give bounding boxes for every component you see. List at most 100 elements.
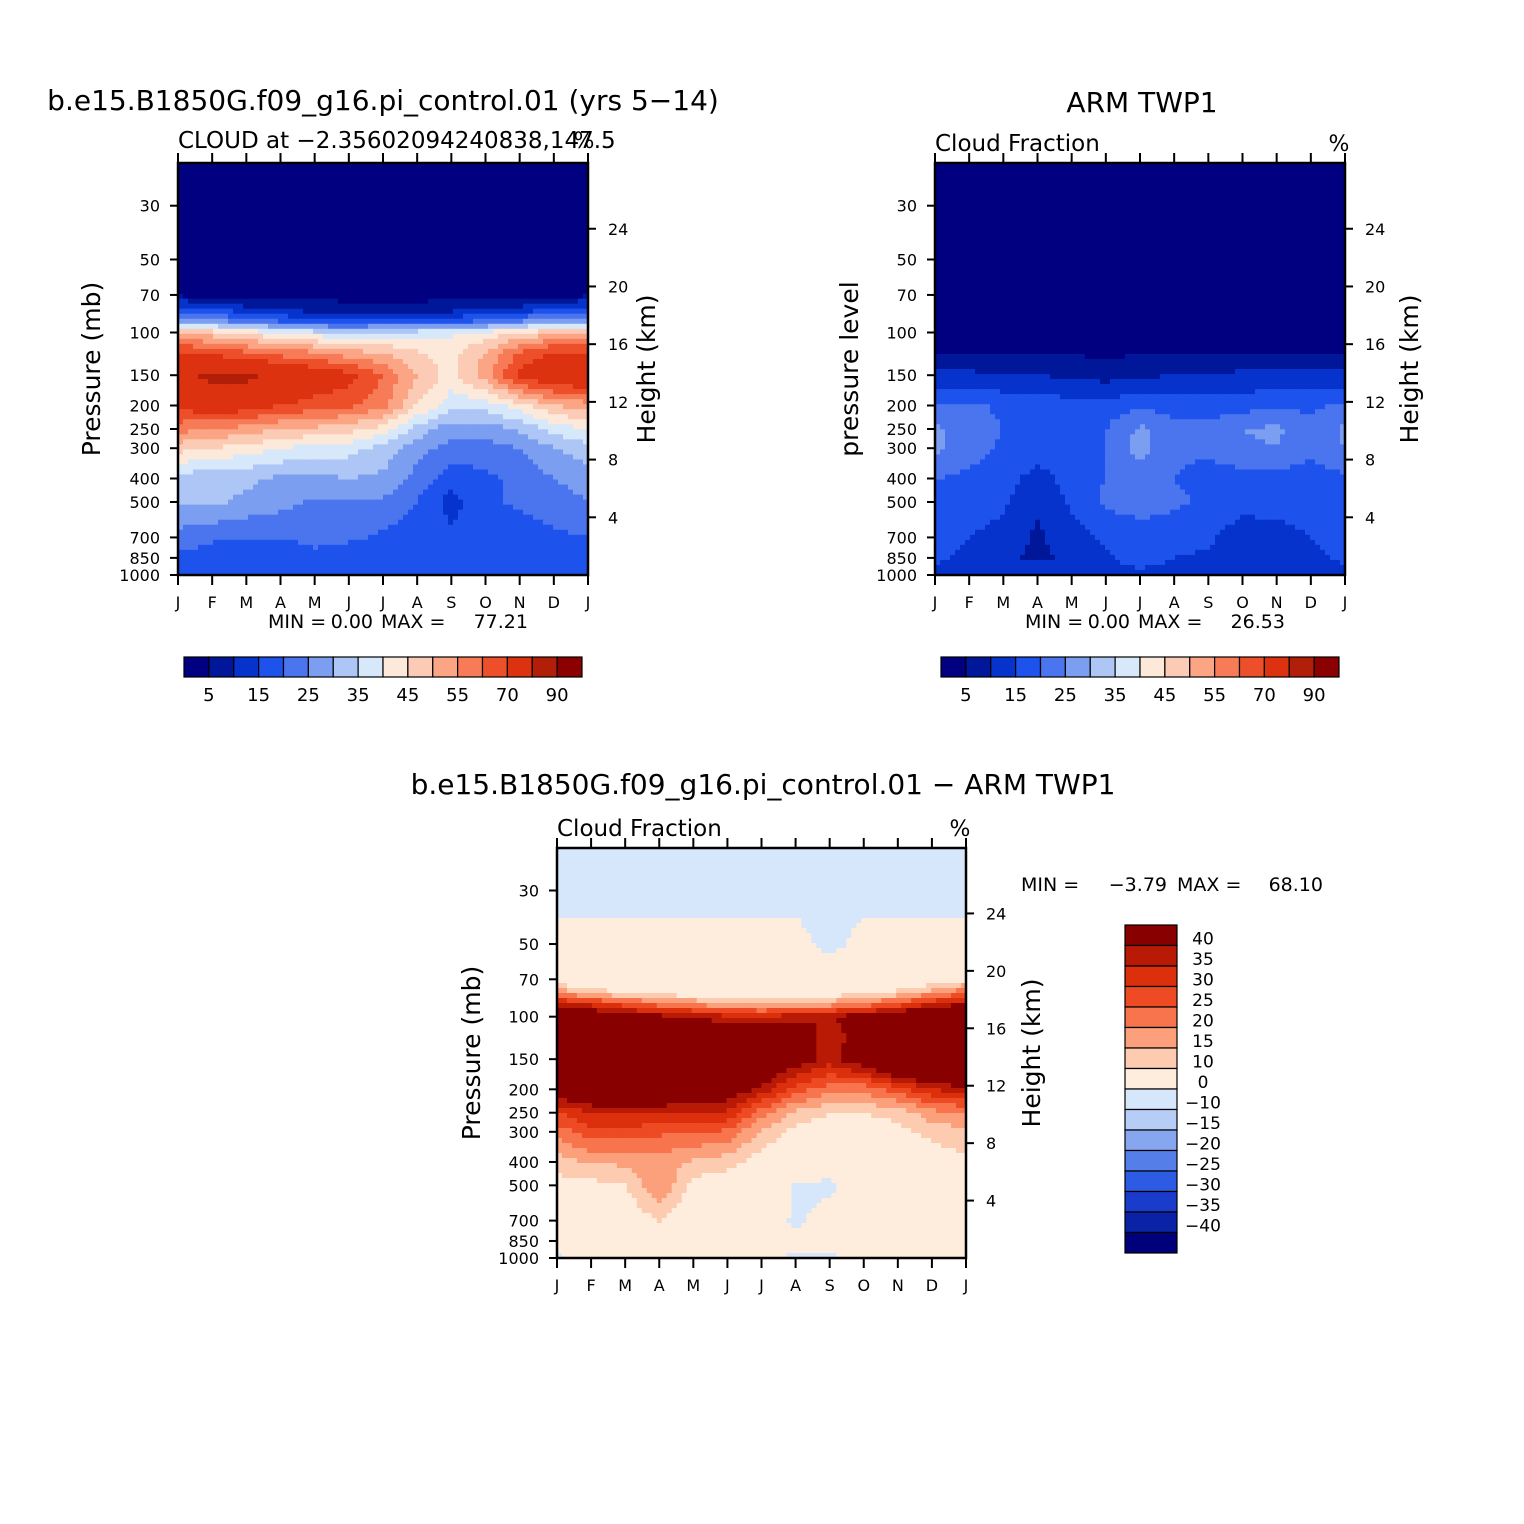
field-cell xyxy=(508,369,514,375)
field-cell xyxy=(263,324,269,330)
field-cell xyxy=(183,444,189,450)
field-cell xyxy=(243,233,249,239)
field-cell xyxy=(293,324,299,330)
field-cell xyxy=(233,213,239,219)
field-cell xyxy=(463,208,469,214)
field-cell xyxy=(213,314,219,320)
field-cell xyxy=(483,329,489,335)
field-cell xyxy=(188,384,194,390)
field-cell xyxy=(468,279,474,285)
field-cell xyxy=(353,203,359,209)
field-cell xyxy=(363,384,369,390)
field-cell xyxy=(228,223,234,229)
field-cell xyxy=(383,344,389,350)
field-cell xyxy=(188,429,194,435)
field-cell xyxy=(333,449,339,455)
field-cell xyxy=(188,238,194,244)
field-cell xyxy=(223,344,229,350)
field-cell xyxy=(378,168,384,174)
field-cell xyxy=(298,228,304,234)
field-cell xyxy=(238,444,244,450)
field-cell xyxy=(243,238,249,244)
field-cell xyxy=(533,263,539,269)
field-cell xyxy=(298,464,304,470)
field-cell xyxy=(493,269,499,275)
field-cell xyxy=(343,344,349,350)
field-cell xyxy=(503,354,509,360)
field-cell xyxy=(308,299,314,305)
field-cell xyxy=(233,369,239,375)
field-cell xyxy=(213,284,219,290)
field-cell xyxy=(183,414,189,420)
field-cell xyxy=(348,314,354,320)
field-cell xyxy=(473,233,479,239)
field-cell xyxy=(303,183,309,189)
field-cell xyxy=(528,269,534,275)
field-cell xyxy=(518,454,524,460)
field-cell xyxy=(478,243,484,249)
field-cell xyxy=(193,389,199,395)
field-cell xyxy=(273,359,279,365)
field-cell xyxy=(278,394,284,400)
field-cell xyxy=(328,269,334,275)
field-cell xyxy=(578,289,584,295)
field-cell xyxy=(358,188,364,194)
field-cell xyxy=(233,329,239,335)
field-cell xyxy=(548,384,554,390)
field-cell xyxy=(543,409,549,415)
field-cell xyxy=(208,253,214,259)
field-cell xyxy=(323,173,329,179)
field-cell xyxy=(468,459,474,465)
field-cell xyxy=(273,248,279,254)
field-cell xyxy=(448,279,454,285)
field-cell xyxy=(288,334,294,340)
field-cell xyxy=(418,344,424,350)
field-cell xyxy=(208,223,214,229)
field-cell xyxy=(573,404,579,410)
field-cell xyxy=(448,414,454,420)
field-cell xyxy=(353,354,359,360)
field-cell xyxy=(528,213,534,219)
field-cell xyxy=(338,279,344,285)
field-cell xyxy=(188,213,194,219)
field-cell xyxy=(308,434,314,440)
field-cell xyxy=(298,223,304,229)
field-cell xyxy=(518,314,524,320)
field-cell xyxy=(478,178,484,184)
field-cell xyxy=(453,354,459,360)
field-cell xyxy=(398,344,404,350)
field-cell xyxy=(448,263,454,269)
field-cell xyxy=(523,289,529,295)
field-cell xyxy=(273,349,279,355)
field-cell xyxy=(513,454,519,460)
field-cell xyxy=(523,339,529,345)
field-cell xyxy=(243,419,249,425)
field-cell xyxy=(483,424,489,430)
field-cell xyxy=(398,324,404,330)
field-cell xyxy=(288,314,294,320)
field-cell xyxy=(553,233,559,239)
field-cell xyxy=(298,289,304,295)
field-cell xyxy=(398,193,404,199)
field-cell xyxy=(523,349,529,355)
field-cell xyxy=(188,334,194,340)
field-cell xyxy=(578,434,584,440)
field-cell xyxy=(303,349,309,355)
field-cell xyxy=(578,263,584,269)
field-cell xyxy=(393,339,399,345)
field-cell xyxy=(233,228,239,234)
field-cell xyxy=(343,218,349,224)
field-cell xyxy=(188,419,194,425)
field-cell xyxy=(183,208,189,214)
field-cell xyxy=(218,173,224,179)
field-cell xyxy=(253,299,259,305)
field-cell xyxy=(573,434,579,440)
field-cell xyxy=(358,359,364,365)
field-cell xyxy=(233,258,239,264)
field-cell xyxy=(198,454,204,460)
field-cell xyxy=(498,384,504,390)
field-cell xyxy=(488,414,494,420)
field-cell xyxy=(548,223,554,229)
field-cell xyxy=(503,193,509,199)
field-cell xyxy=(273,173,279,179)
